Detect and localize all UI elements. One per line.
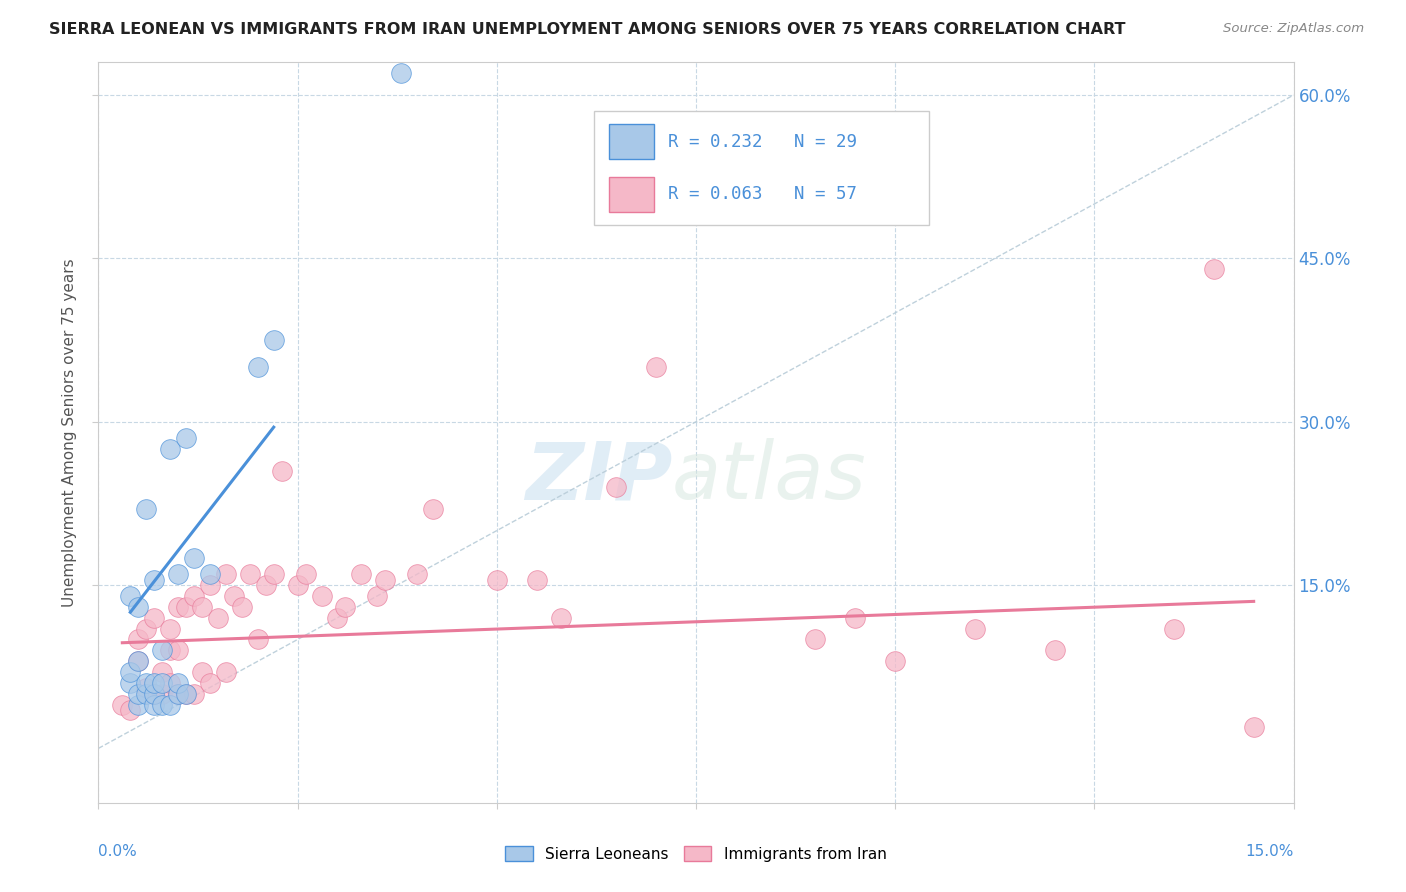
Point [120,665,142,680]
Point [135,676,157,690]
Point [191,665,214,680]
Point [287,578,309,592]
Point [183,687,205,701]
Point [167,567,190,582]
Point [183,589,205,603]
Point [422,501,444,516]
Legend: Sierra Leoneans, Immigrants from Iran: Sierra Leoneans, Immigrants from Iran [505,846,887,862]
Point [485,573,508,587]
Point [159,698,181,712]
Point [406,567,429,582]
Text: R = 0.232   N = 29: R = 0.232 N = 29 [668,133,858,151]
Point [127,654,149,668]
Bar [609,178,654,211]
Point [1163,622,1185,636]
Point [127,654,149,668]
Bar [609,124,654,159]
Point [150,687,173,701]
Point [645,360,668,375]
Point [963,622,986,636]
Text: 0.0%: 0.0% [98,844,138,858]
Point [150,698,173,712]
Point [135,681,157,696]
Point [143,573,166,587]
Point [246,360,269,375]
Text: ZIP: ZIP [524,438,672,516]
FancyBboxPatch shape [595,111,929,226]
Point [135,687,157,701]
Point [1202,262,1225,277]
Point [215,665,238,680]
Point [246,632,269,647]
Point [311,589,333,603]
Point [143,687,166,701]
Point [135,622,157,636]
Point [198,567,221,582]
Text: atlas: atlas [672,438,868,516]
Point [120,676,142,690]
Point [111,698,134,712]
Text: Source: ZipAtlas.com: Source: ZipAtlas.com [1223,22,1364,36]
Point [150,643,173,657]
Point [389,66,412,80]
Point [191,599,214,614]
Point [127,632,149,647]
Point [167,643,190,657]
Point [150,676,173,690]
Point [167,676,190,690]
Point [335,599,357,614]
Point [550,611,572,625]
Point [135,501,157,516]
Point [222,589,245,603]
Point [143,698,166,712]
Point [167,687,190,701]
Point [174,599,197,614]
Point [526,573,548,587]
Point [239,567,262,582]
Point [366,589,388,603]
Point [198,578,221,592]
Point [263,333,285,347]
Point [174,431,197,445]
Point [270,464,292,478]
Point [159,622,181,636]
Point [159,442,181,456]
Text: SIERRA LEONEAN VS IMMIGRANTS FROM IRAN UNEMPLOYMENT AMONG SENIORS OVER 75 YEARS : SIERRA LEONEAN VS IMMIGRANTS FROM IRAN U… [49,22,1126,37]
Point [1243,720,1265,734]
Point [294,567,316,582]
Point [605,480,627,494]
Point [167,599,190,614]
Y-axis label: Unemployment Among Seniors over 75 years: Unemployment Among Seniors over 75 years [62,259,77,607]
Point [150,665,173,680]
Point [326,611,349,625]
Point [374,573,396,587]
Point [231,599,253,614]
Point [127,698,149,712]
Point [183,550,205,565]
Point [350,567,373,582]
Point [174,687,197,701]
Point [159,643,181,657]
Point [159,676,181,690]
Point [143,687,166,701]
Point [174,687,197,701]
Point [804,632,827,647]
Point [884,654,907,668]
Point [263,567,285,582]
Text: 15.0%: 15.0% [1246,844,1294,858]
Point [1043,643,1066,657]
Point [143,611,166,625]
Text: R = 0.063   N = 57: R = 0.063 N = 57 [668,186,858,203]
Point [215,567,238,582]
Point [844,611,866,625]
Point [254,578,277,592]
Point [167,687,190,701]
Point [127,687,149,701]
Point [143,676,166,690]
Point [198,676,221,690]
Point [127,599,149,614]
Point [120,703,142,717]
Point [120,589,142,603]
Point [207,611,229,625]
